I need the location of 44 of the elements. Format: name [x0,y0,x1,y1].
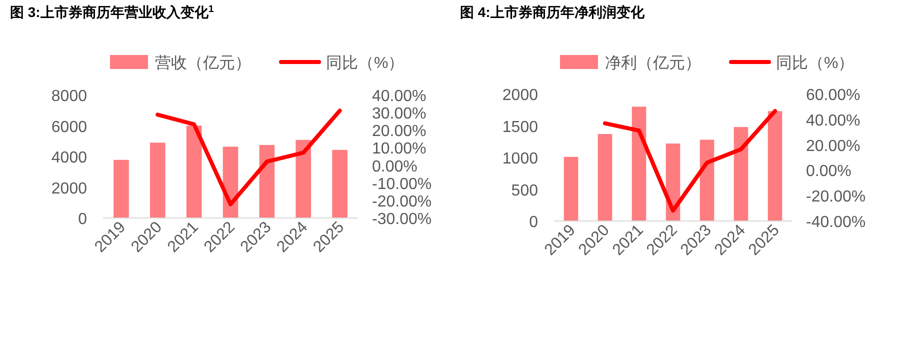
y-tick-label: 0 [78,211,88,228]
bar [632,106,646,221]
legend-label: 同比（%） [326,54,404,72]
legend-label: 同比（%） [776,54,854,72]
y2-tick-label: 20.00% [372,123,426,140]
y-tick-label: 1500 [502,118,538,136]
y-tick-label: 6000 [51,118,88,136]
chart-title: 图 3:上市券商历年营业收入变化$^{1}$ [10,4,214,20]
bar [296,140,312,218]
bar [564,156,578,221]
y2-tick-label: -20.00% [372,193,432,210]
bar [186,126,202,218]
y-tick-label: 8000 [51,88,88,105]
y-tick-label: 500 [511,182,538,200]
bar [114,160,129,218]
y2-tick-label: 40.00% [806,112,860,130]
line-series [156,108,342,206]
bar [598,134,612,221]
y2-tick-label: -40.00% [806,214,866,231]
y-tick-label: 2000 [502,87,538,104]
y2-tick-label: 60.00% [806,87,860,104]
y-tick-label: 2000 [51,180,88,198]
y-tick-label: 4000 [51,150,88,166]
y2-tick-label: 40.00% [372,88,426,105]
bar [734,127,748,221]
y2-tick-label: 30.00% [372,106,426,123]
y2-tick-label: 20.00% [806,138,860,155]
y-tick-label: 1000 [502,150,538,168]
bar [332,150,348,218]
chart-title: 图 4:上市券商历年净利润变化 [460,4,646,20]
y2-tick-label: -30.00% [372,211,432,228]
y2-tick-label: 0.00% [372,158,418,176]
bar [700,140,714,221]
legend-label: 营收（亿元） [155,54,251,72]
bar [259,144,275,218]
y-tick-label: 0 [529,214,538,231]
y2-tick-label: 10.00% [372,140,426,158]
legend-label: 净利（亿元） [605,54,701,72]
line-series [603,109,777,213]
y2-tick-label: -20.00% [806,188,866,206]
y2-tick-label: -10.00% [372,176,432,193]
bar [768,111,782,221]
y2-tick-label: 0.00% [806,163,852,180]
bar [150,142,166,218]
